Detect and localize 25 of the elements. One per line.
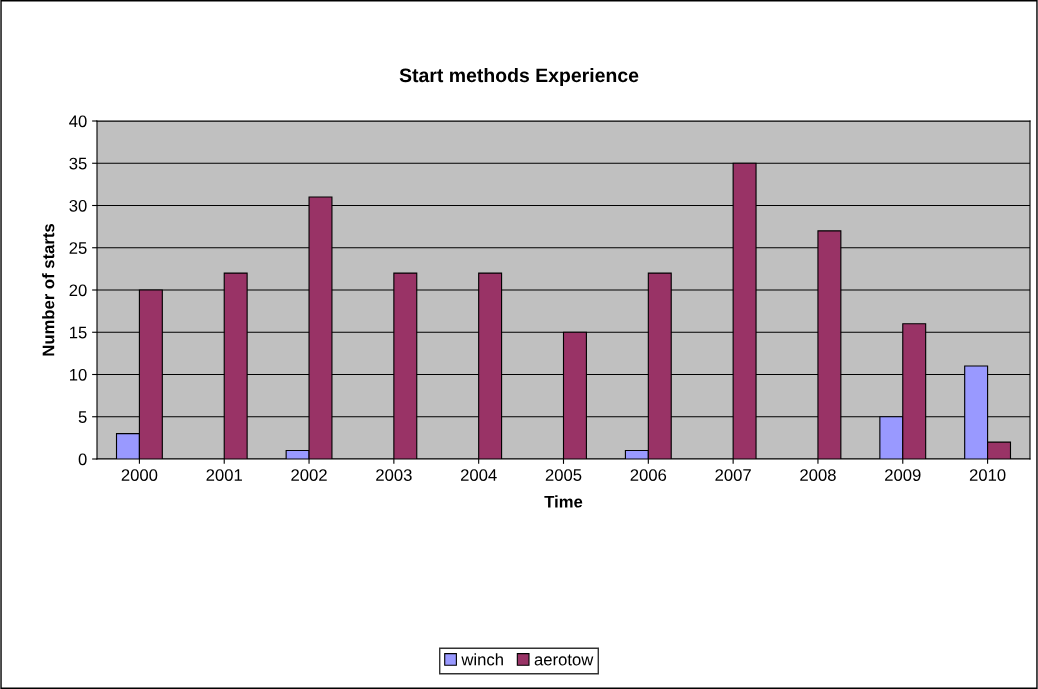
x-tick-label: 2003	[376, 469, 412, 481]
y-tick-label: 35	[69, 157, 87, 170]
x-tick-label: 2005	[545, 469, 582, 481]
y-tick-label: 5	[78, 411, 87, 423]
y-tick-label: 20	[69, 284, 87, 297]
y-tick-label: 25	[69, 242, 87, 254]
x-tick-label: 2007	[715, 469, 751, 481]
x-axis-title: Time	[544, 495, 583, 508]
x-tick-label: 2004	[460, 469, 497, 481]
x-tick-label: 2001	[206, 469, 242, 481]
x-tick-label: 2000	[121, 469, 158, 481]
chart-title: Start methods Experience	[399, 67, 639, 87]
y-axis-title: Number of starts	[42, 224, 55, 356]
x-tick-label: 2002	[291, 469, 327, 481]
x-tick-label: 2010	[969, 469, 1006, 481]
x-tick-label: 2008	[800, 469, 836, 481]
x-tick-label: 2006	[630, 469, 667, 481]
y-tick-label: 10	[70, 368, 87, 381]
y-tick-label: 40	[69, 115, 87, 128]
y-tick-label: 0	[78, 453, 87, 466]
y-tick-label: 30	[69, 199, 87, 212]
y-tick-label: 15	[70, 326, 87, 339]
legend-label: aerotow	[534, 654, 594, 666]
x-tick-label: 2009	[885, 469, 921, 481]
legend-label: winch	[461, 653, 503, 666]
